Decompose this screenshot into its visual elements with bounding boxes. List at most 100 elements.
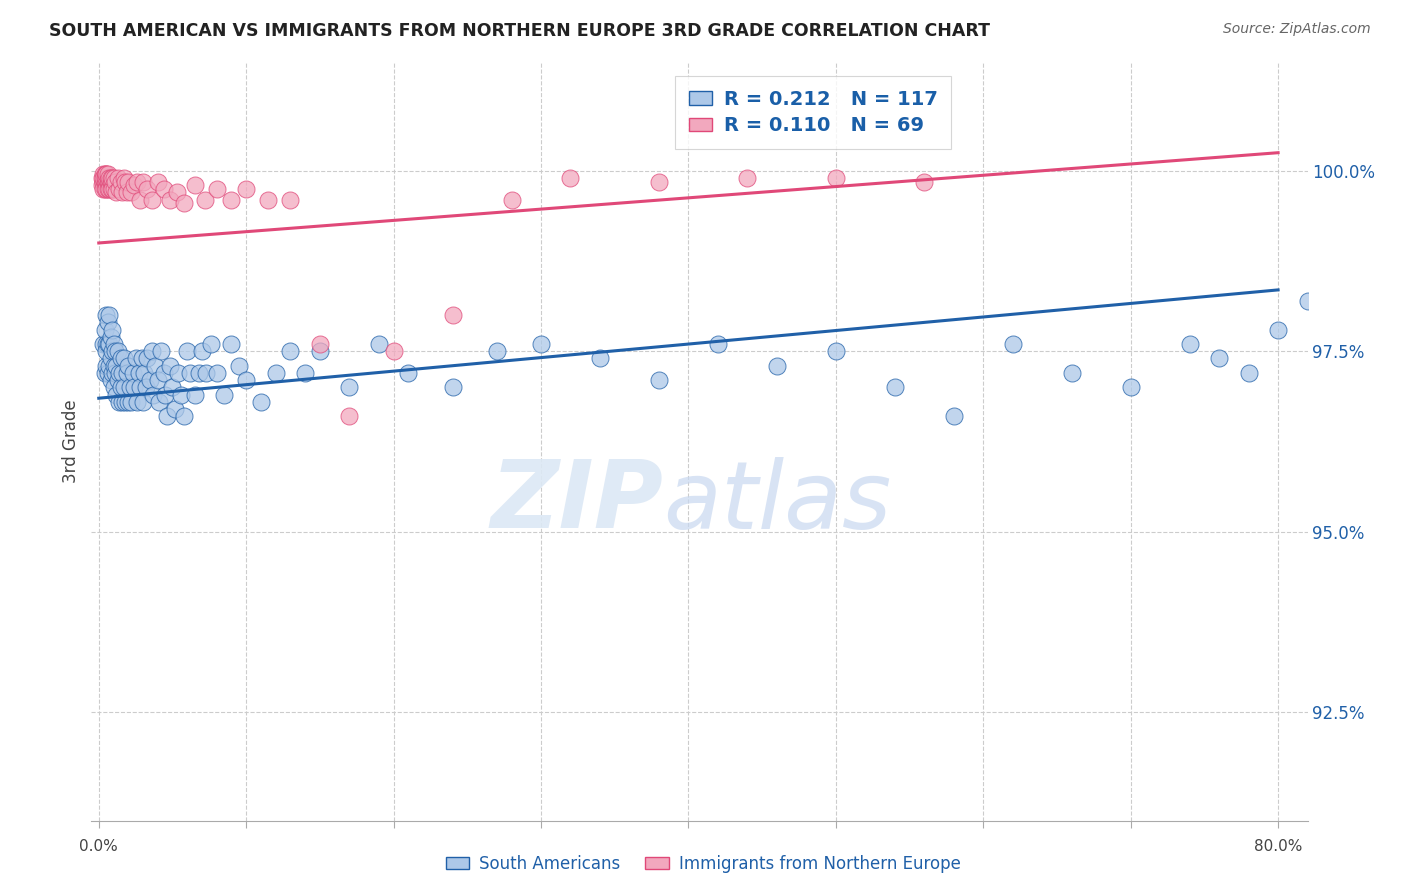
Point (1296, 293, 1319, 308)
Point (132, 394, 155, 409)
Point (235, 182, 257, 196)
Point (110, 380, 132, 394)
Point (824, 344, 846, 359)
Point (93, 171, 115, 186)
Point (94, 337, 117, 351)
Point (1208, 351, 1230, 366)
Point (170, 387, 193, 401)
Point (103, 182, 125, 196)
Point (135, 380, 157, 394)
Point (107, 373, 129, 387)
Point (280, 193, 302, 207)
Point (91, 182, 114, 196)
Point (107, 344, 129, 359)
Point (942, 409, 965, 424)
Text: 0.0%: 0.0% (79, 839, 118, 855)
Text: atlas: atlas (664, 457, 891, 548)
Point (100, 175, 122, 189)
Point (91, 171, 114, 186)
Point (101, 182, 124, 196)
Point (139, 373, 162, 387)
Point (441, 380, 464, 394)
Point (167, 366, 190, 380)
Point (1119, 380, 1142, 394)
Point (309, 337, 332, 351)
Point (93, 167, 115, 181)
Point (200, 337, 222, 351)
Point (94, 182, 117, 196)
Point (162, 380, 184, 394)
Point (90, 171, 112, 186)
Point (149, 344, 172, 359)
Point (280, 344, 302, 359)
Point (115, 366, 138, 380)
Text: 80.0%: 80.0% (1254, 839, 1302, 855)
Point (165, 402, 187, 417)
Point (176, 344, 198, 359)
Point (124, 351, 146, 366)
Point (114, 394, 136, 409)
Point (134, 366, 156, 380)
Point (250, 394, 273, 409)
Point (159, 193, 181, 207)
Point (127, 394, 149, 409)
Point (101, 171, 124, 186)
Point (173, 409, 195, 424)
Point (93, 175, 115, 189)
Point (367, 337, 389, 351)
Point (131, 351, 153, 366)
Point (105, 387, 128, 401)
Point (91, 167, 114, 181)
Point (98, 308, 121, 322)
Point (112, 171, 135, 186)
Point (110, 175, 132, 189)
Point (110, 351, 132, 366)
Point (94, 308, 117, 322)
Point (97, 337, 120, 351)
Point (129, 380, 152, 394)
Point (153, 387, 176, 401)
Point (560, 171, 582, 186)
Point (191, 344, 214, 359)
Point (441, 308, 464, 322)
Point (104, 366, 127, 380)
Point (257, 193, 280, 207)
Point (97, 315, 120, 329)
Point (97, 366, 120, 380)
Point (91, 175, 114, 189)
Point (205, 366, 228, 380)
Point (235, 373, 257, 387)
Point (136, 351, 159, 366)
Point (159, 359, 181, 373)
Point (194, 193, 217, 207)
Point (148, 394, 170, 409)
Point (912, 175, 935, 189)
Point (94, 344, 117, 359)
Point (103, 359, 125, 373)
Point (98, 175, 121, 189)
Point (648, 373, 671, 387)
Point (120, 186, 142, 200)
Point (188, 366, 211, 380)
Point (221, 337, 243, 351)
Y-axis label: 3rd Grade: 3rd Grade (62, 400, 80, 483)
Point (179, 366, 201, 380)
Point (97, 182, 120, 196)
Point (94, 359, 117, 373)
Point (103, 337, 125, 351)
Point (122, 380, 145, 394)
Point (98, 182, 121, 196)
Point (121, 366, 143, 380)
Point (97, 171, 120, 186)
Point (264, 366, 287, 380)
Point (112, 351, 135, 366)
Point (93, 182, 115, 196)
Point (141, 344, 163, 359)
Point (146, 373, 169, 387)
Point (485, 344, 508, 359)
Legend: R = 0.212   N = 117, R = 0.110   N = 69: R = 0.212 N = 117, R = 0.110 N = 69 (675, 76, 952, 149)
Point (94, 171, 117, 186)
Point (337, 409, 360, 424)
Point (101, 344, 124, 359)
Point (90, 178, 112, 193)
